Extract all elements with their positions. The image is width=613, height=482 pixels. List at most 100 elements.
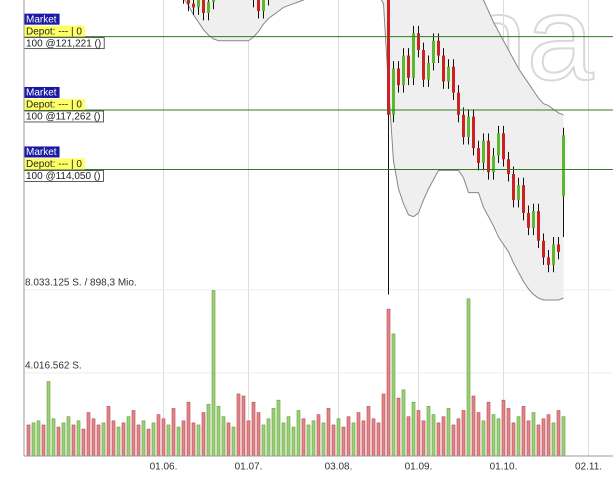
volume-bar bbox=[346, 416, 351, 457]
candle-body bbox=[407, 55, 410, 78]
candle-body bbox=[542, 240, 545, 258]
candle-body bbox=[487, 140, 490, 173]
volume-bar bbox=[136, 424, 141, 457]
volume-bar bbox=[506, 408, 511, 457]
candle-body bbox=[432, 40, 435, 63]
volume-bar bbox=[481, 420, 486, 457]
volume-bar bbox=[161, 418, 166, 457]
volume-bar bbox=[371, 418, 376, 457]
volume-bar bbox=[86, 412, 91, 457]
volume-bar bbox=[211, 290, 216, 457]
volume-bar bbox=[291, 426, 296, 457]
candle-body bbox=[497, 133, 500, 156]
volume-bar bbox=[206, 403, 211, 457]
band-upper bbox=[482, 0, 564, 116]
volume-bar bbox=[106, 406, 111, 457]
volume-bar bbox=[471, 395, 476, 457]
volume-bar bbox=[311, 420, 316, 457]
x-tick-label: 01.06. bbox=[150, 462, 178, 473]
volume-bar bbox=[536, 424, 541, 457]
volume-bar bbox=[476, 412, 481, 457]
volume-bar bbox=[111, 420, 116, 457]
volume-bar bbox=[231, 426, 236, 457]
volume-bar bbox=[121, 422, 126, 457]
candle-body bbox=[502, 133, 505, 160]
volume-bar bbox=[511, 422, 516, 457]
x-tick-label: 01.07. bbox=[235, 462, 263, 473]
volume-bar bbox=[261, 424, 266, 457]
volume-bar bbox=[301, 418, 306, 457]
volume-bar bbox=[516, 416, 521, 457]
volume-bar bbox=[466, 298, 471, 457]
candle-body bbox=[427, 62, 430, 80]
volume-bar bbox=[296, 410, 301, 457]
candle-body bbox=[442, 55, 445, 82]
volume-bar bbox=[376, 422, 381, 457]
volume-bar bbox=[541, 418, 546, 457]
volume-bar bbox=[356, 412, 361, 457]
candle-body bbox=[507, 159, 510, 175]
order-depot: Depot: --- | 0 bbox=[26, 159, 82, 170]
volume-bar bbox=[551, 422, 556, 457]
volume-bar bbox=[126, 416, 131, 457]
volume-bar bbox=[171, 408, 176, 457]
volume-bar bbox=[321, 422, 326, 457]
volume-bar bbox=[241, 395, 246, 457]
volume-bar bbox=[151, 422, 156, 457]
volume-bar bbox=[431, 414, 436, 457]
band-fill bbox=[184, 0, 564, 300]
volume-bar bbox=[276, 399, 281, 457]
candle-body bbox=[522, 185, 525, 213]
candle-body bbox=[197, 0, 200, 8]
candle-body bbox=[477, 148, 480, 163]
volume-bar bbox=[521, 406, 526, 457]
volume-bar bbox=[236, 393, 241, 457]
candle-body bbox=[482, 140, 485, 163]
candle-body bbox=[457, 92, 460, 115]
volume-bar bbox=[316, 414, 321, 457]
volume-bar bbox=[336, 418, 341, 457]
volume-bar bbox=[531, 412, 536, 457]
order-depot-box bbox=[24, 158, 85, 170]
volume-bar bbox=[396, 397, 401, 457]
volume-bar bbox=[501, 399, 506, 457]
order-label: Market bbox=[26, 147, 57, 158]
candle-body bbox=[412, 33, 415, 78]
candle-body bbox=[387, 0, 390, 115]
volume-bar bbox=[366, 406, 371, 457]
volume-bar bbox=[81, 428, 86, 457]
volume-bar bbox=[51, 418, 56, 457]
volume-bar bbox=[306, 424, 311, 457]
volume-bar bbox=[141, 420, 146, 457]
volume-bar bbox=[451, 424, 456, 457]
candle-body bbox=[527, 212, 530, 228]
volume-bar bbox=[496, 418, 501, 457]
candle-body bbox=[462, 114, 465, 138]
volume-bar bbox=[186, 401, 191, 457]
volume-bar bbox=[271, 408, 276, 457]
volume-bar bbox=[36, 420, 41, 457]
candle-body bbox=[467, 116, 470, 138]
volume-bar bbox=[561, 416, 566, 457]
volume-bar bbox=[441, 416, 446, 457]
volume-bar bbox=[56, 426, 61, 457]
order-label: Market bbox=[26, 88, 57, 99]
order-depot: Depot: --- | 0 bbox=[26, 100, 82, 111]
order-text: 100 @114,050 () bbox=[26, 171, 100, 182]
candle-body bbox=[257, 0, 260, 12]
candle-body bbox=[547, 257, 550, 265]
order-label-box bbox=[24, 13, 60, 25]
volume-bar bbox=[266, 418, 271, 457]
volume-bar bbox=[156, 414, 161, 457]
volume-bar bbox=[456, 418, 461, 457]
volume-bar bbox=[526, 420, 531, 457]
candle-body bbox=[207, 1, 210, 13]
volume-bar bbox=[416, 410, 421, 457]
order-depot-box bbox=[24, 25, 85, 37]
candle-body bbox=[532, 211, 535, 228]
candle-body bbox=[447, 66, 450, 82]
volume-bar bbox=[426, 406, 431, 457]
x-tick-label: 01.10. bbox=[490, 462, 518, 473]
volume-bar bbox=[556, 410, 561, 457]
